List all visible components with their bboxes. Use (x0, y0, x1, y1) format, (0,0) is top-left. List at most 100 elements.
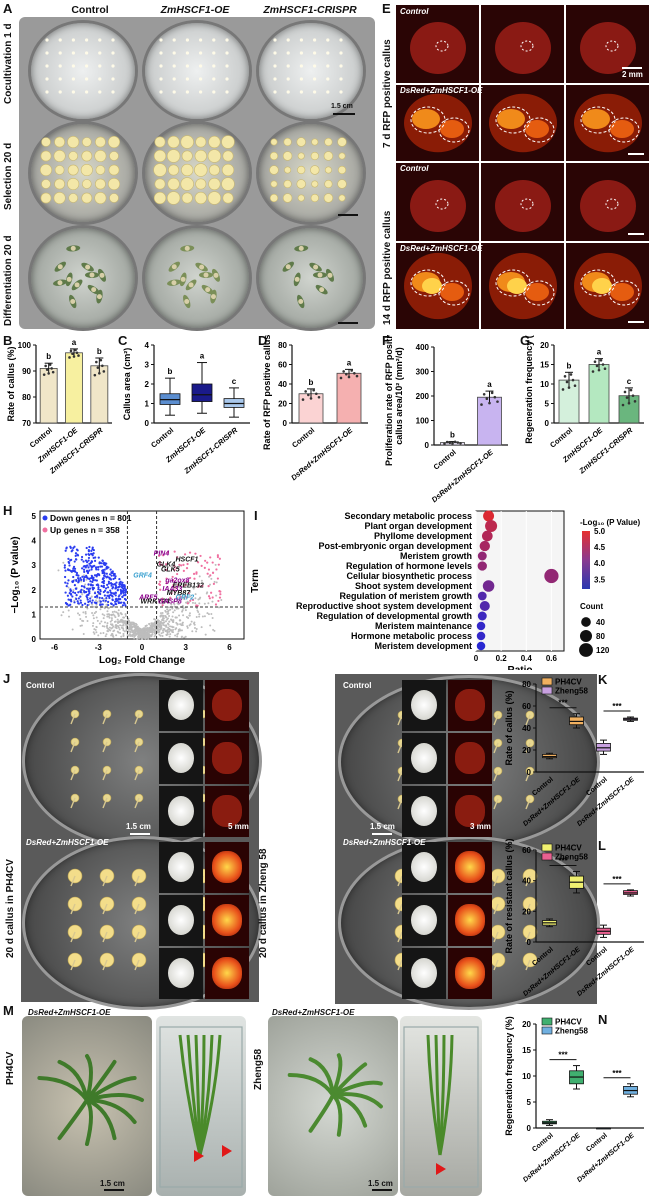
gene-point-ns (176, 601, 179, 604)
data-point (347, 375, 351, 379)
gene-point-ns (117, 615, 120, 618)
positive-region-outline (520, 198, 534, 210)
callus-root (525, 798, 531, 810)
callus-dot (212, 77, 216, 81)
size-legend-title: Count (580, 602, 603, 611)
gene-point-down (88, 591, 91, 595)
callus-base (285, 264, 291, 270)
data-point (69, 349, 73, 353)
gene-point-ns (180, 629, 183, 632)
gene-point-ns (135, 626, 138, 629)
gene-point-ns (152, 625, 155, 628)
y-axis-label: −Log₁₀ (P value) (10, 536, 21, 613)
gene-point-ns (197, 598, 200, 601)
gene-point-down (85, 574, 88, 577)
gene-point-ns (112, 635, 115, 638)
gene-point-ns (159, 634, 162, 637)
y-tick-label: 100 (416, 417, 430, 426)
callus-root (525, 742, 531, 754)
panelA-col-title: Control (71, 4, 109, 16)
gene-point-ns (148, 623, 151, 626)
gene-point-ns (191, 630, 194, 633)
gene-point-down (99, 603, 103, 606)
gene-point-ns (144, 629, 147, 632)
gene-point-ns (182, 591, 185, 594)
data-point (443, 442, 446, 446)
data-point (101, 364, 104, 368)
data-point (448, 441, 452, 445)
gene-point-down (118, 577, 121, 581)
gene-point-ns (67, 609, 70, 612)
positive-region-outline (495, 106, 531, 134)
gene-point-up (189, 576, 192, 580)
gene-point-down (124, 589, 127, 592)
term-label: Regulation of hormone levels (346, 561, 472, 571)
gene-point-ns (215, 594, 218, 597)
data-point (77, 354, 80, 357)
gene-point-down (71, 595, 74, 598)
gene-point-ns (127, 634, 130, 637)
gene-point-ns (132, 625, 135, 628)
callus-dot (326, 77, 330, 81)
callus-clump (296, 179, 306, 189)
significance-stars: *** (558, 1051, 568, 1060)
callus-clump (41, 179, 51, 189)
data-point (102, 370, 106, 373)
gene-point-down (73, 567, 77, 570)
gene-point-ns (57, 569, 60, 572)
gene-point-ns (195, 630, 198, 633)
gene-point-ns (110, 619, 113, 622)
gene-point-ns (168, 620, 171, 623)
data-point (445, 440, 449, 444)
gene-point-ns (118, 628, 121, 631)
gene-point-ns (206, 591, 209, 594)
callus-root (493, 742, 499, 754)
callus-dot (85, 64, 89, 68)
callus-base (85, 264, 91, 270)
gene-point-ns (170, 618, 173, 621)
gene-point-down (83, 570, 86, 574)
gene-point-ns (213, 629, 216, 632)
legend-swatch (541, 1017, 553, 1026)
gene-point-ns (94, 628, 97, 631)
gene-point-down (87, 559, 90, 562)
gene-point-down (65, 585, 68, 588)
y-tick-label: 20 (540, 341, 549, 350)
gene-point-down (69, 559, 72, 562)
callus-root (102, 903, 108, 915)
gene-point-down (115, 597, 118, 600)
callus-base (89, 272, 95, 278)
callus-clump (338, 194, 346, 202)
callus-root (525, 770, 531, 782)
data-point (48, 363, 52, 366)
callus-root (102, 741, 108, 753)
chart-D: 0 20 40 60 80 Rate of RFP positive callus (%)… (262, 335, 368, 482)
gene-point-up (158, 560, 161, 564)
gene-point-ns (145, 636, 148, 639)
callus-clump (270, 138, 278, 146)
term-label: Shoot system development (355, 581, 472, 591)
gene-point-up (203, 566, 206, 569)
gene-point-ns (149, 631, 152, 634)
gene-point-up (189, 599, 192, 602)
gene-point-ns (164, 630, 167, 633)
x-tick-label: Control (585, 946, 609, 967)
gene-point-ns (112, 613, 115, 616)
callus-dot (159, 90, 163, 94)
gene-point-ns (84, 612, 87, 615)
callus-dot (199, 64, 203, 68)
data-point (456, 441, 460, 444)
callus-dot (212, 51, 216, 55)
data-point (98, 371, 101, 375)
gene-point-ns (149, 634, 152, 637)
gene-point-down (87, 583, 90, 586)
gene-point-down (110, 594, 113, 597)
gene-point-down (81, 575, 84, 578)
gene-point-down (83, 590, 86, 593)
gene-point-ns (171, 615, 174, 618)
gene-point-ns (140, 628, 143, 631)
callus-dot (225, 51, 229, 55)
y-tick-label: 1 (32, 610, 37, 619)
callus-dot (172, 77, 176, 81)
callus-root (70, 875, 76, 887)
